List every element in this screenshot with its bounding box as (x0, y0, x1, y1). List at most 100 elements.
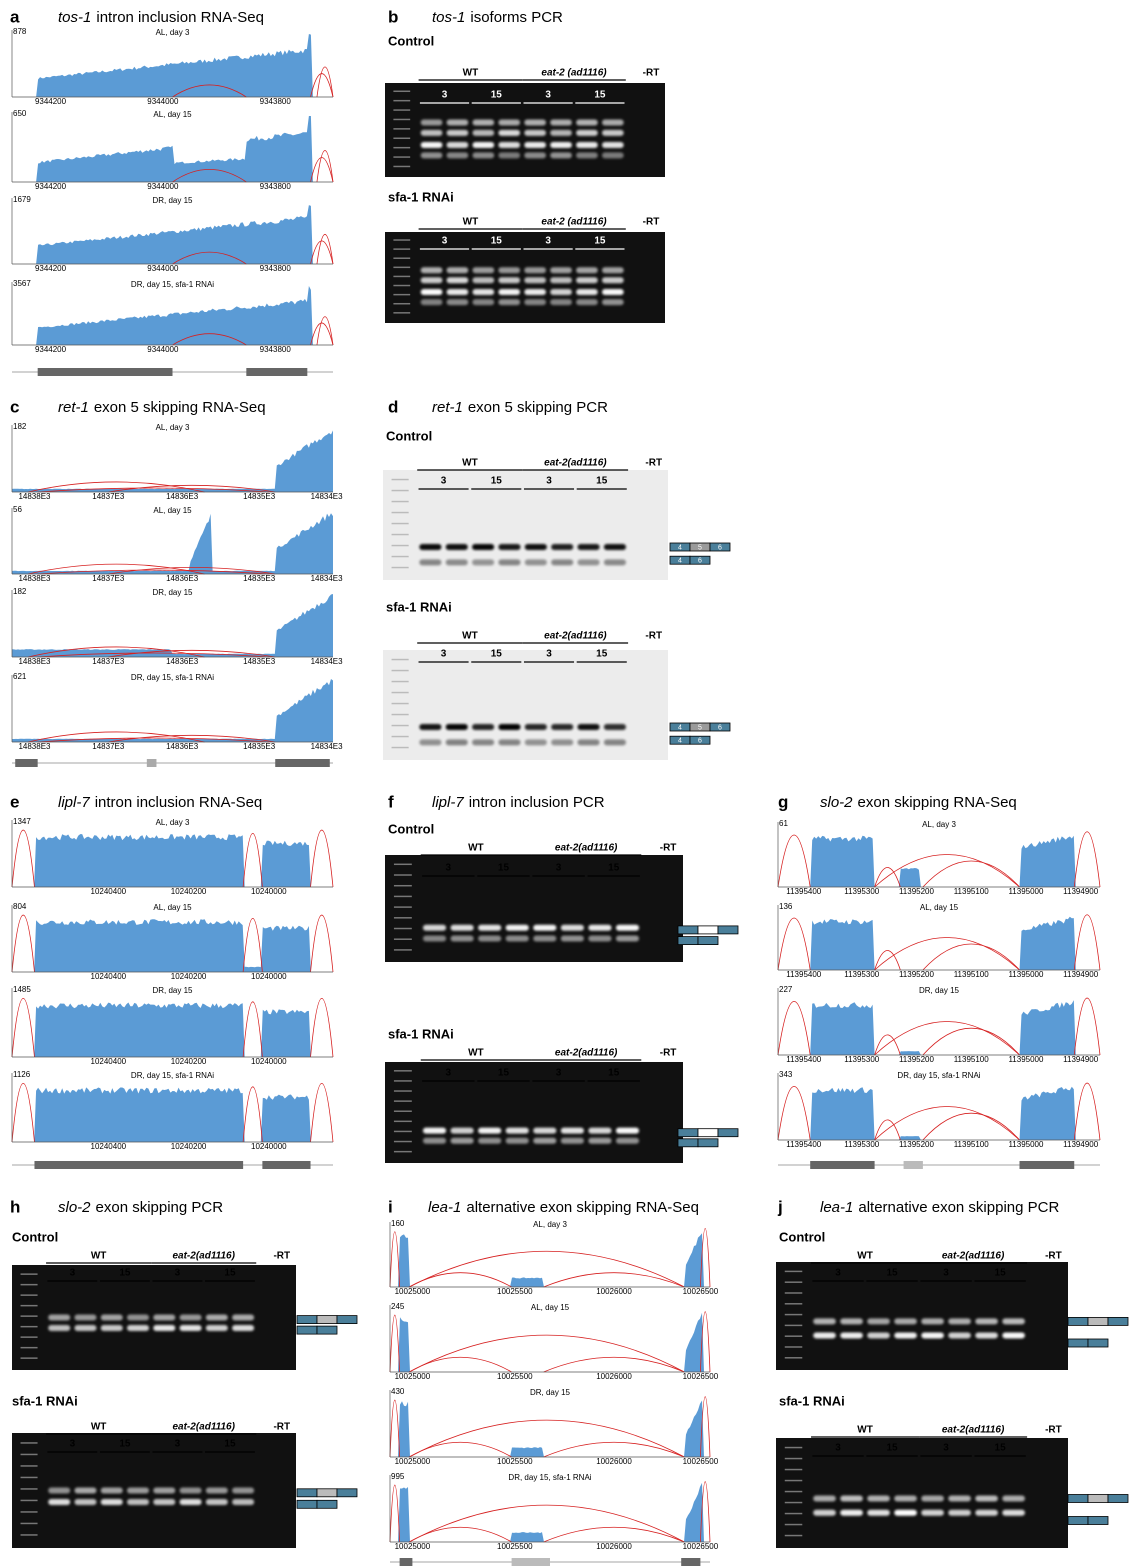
band (576, 119, 598, 125)
junction-arc (409, 1527, 511, 1542)
day-label: 3 (546, 649, 552, 660)
panel-title: tos-1intron inclusion RNA-Seq (58, 9, 264, 26)
track-max: 430 (391, 1387, 405, 1396)
band (550, 267, 572, 273)
exon (246, 368, 307, 376)
x-tick-label: 10026000 (596, 1542, 632, 1551)
band (180, 1499, 202, 1505)
x-tick-label: 14835E3 (243, 574, 276, 583)
day-label: 15 (594, 236, 606, 247)
band (472, 739, 494, 745)
band (813, 1510, 836, 1516)
x-tick-label: 14836E3 (166, 742, 199, 751)
band (550, 289, 572, 295)
day-label: 3 (556, 1068, 562, 1079)
ladder-band (21, 1442, 38, 1444)
junction-arc (409, 1335, 684, 1372)
title-text: isoforms PCR (470, 9, 563, 26)
band (451, 935, 474, 941)
band (576, 130, 598, 136)
ladder-band (392, 659, 409, 661)
section-label: sfa-1 RNAi (388, 189, 454, 204)
coverage (12, 834, 333, 887)
isoform-exon (718, 926, 738, 934)
ladder-band (392, 692, 409, 694)
x-tick-label: 14837E3 (92, 657, 125, 666)
band (446, 724, 468, 730)
isoform-exon (1108, 1317, 1128, 1325)
isoform-exon (1068, 1339, 1088, 1347)
day-label: 15 (491, 90, 503, 101)
day-label: 3 (175, 1268, 181, 1279)
x-tick-label: 9344000 (147, 97, 179, 106)
x-tick-label: 10025000 (395, 1457, 431, 1466)
band (127, 1325, 149, 1331)
ladder-band (785, 1335, 803, 1337)
track-max: 804 (13, 902, 27, 911)
track-max: 878 (13, 27, 27, 36)
junction-arc (544, 1442, 685, 1457)
band (498, 130, 520, 136)
band (127, 1488, 149, 1494)
band (840, 1510, 863, 1516)
ladder-band (392, 681, 409, 683)
group-label: eat-2(ad1116) (544, 631, 607, 642)
isoform-exon (317, 1326, 337, 1334)
title-text: exon skipping PCR (96, 1199, 224, 1216)
band (498, 724, 520, 730)
day-label: 3 (446, 1068, 452, 1079)
ladder-band (785, 1325, 803, 1327)
band (524, 277, 546, 283)
band (588, 1138, 611, 1144)
x-tick-label: 11395400 (786, 970, 822, 979)
band (447, 299, 469, 305)
band (498, 152, 520, 158)
exon (275, 759, 330, 767)
ladder-band (785, 1480, 803, 1482)
exon (1020, 1161, 1075, 1169)
band (206, 1499, 228, 1505)
band (506, 1128, 529, 1134)
day-label: 15 (491, 476, 503, 487)
coverage (12, 116, 333, 182)
ladder-band (394, 1080, 412, 1082)
ladder-band (394, 938, 412, 940)
isoform-exon (678, 1139, 698, 1147)
track-label: AL, day 3 (156, 28, 190, 37)
band (447, 277, 469, 283)
coverage (12, 1003, 333, 1058)
band (524, 152, 546, 158)
group-label: WT (463, 217, 479, 228)
band (451, 1138, 474, 1144)
track-label: DR, day 15, sfa-1 RNAi (131, 673, 214, 682)
title-gene: lea-1 (820, 1199, 853, 1216)
band (101, 1325, 123, 1331)
band (550, 119, 572, 125)
isoform-exon (698, 937, 718, 945)
ladder-band (393, 147, 410, 149)
junction-arc (875, 1107, 1020, 1141)
x-tick-label: 10240400 (91, 1057, 127, 1066)
isoform-exon (698, 926, 718, 934)
ladder-band (392, 736, 409, 738)
day-label: 15 (608, 1068, 620, 1079)
band (813, 1318, 836, 1324)
ladder-band (393, 257, 410, 259)
coverage (12, 594, 333, 657)
x-tick-label: 10240200 (171, 887, 207, 896)
isoform-exon (317, 1500, 337, 1508)
panel-title: ret-1exon 5 skipping RNA-Seq (58, 399, 266, 416)
panel-letter: f (388, 792, 394, 811)
group-label: WT (91, 1422, 107, 1433)
title-text: exon 5 skipping RNA-Seq (94, 399, 266, 416)
band (419, 559, 441, 565)
ladder-band (393, 248, 410, 250)
gel (385, 855, 683, 962)
band (506, 1138, 529, 1144)
ladder-band (394, 1131, 412, 1133)
track-label: DR, day 15 (530, 1388, 571, 1397)
coverage (778, 1087, 1100, 1140)
track-label: AL, day 15 (153, 903, 192, 912)
track-label: DR, day 15, sfa-1 RNAi (897, 1071, 980, 1080)
band (550, 299, 572, 305)
